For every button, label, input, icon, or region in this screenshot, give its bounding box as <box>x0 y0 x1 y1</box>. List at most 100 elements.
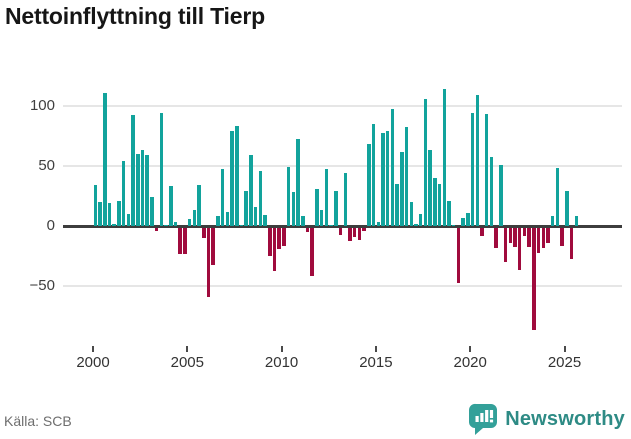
bar-2000-q90 <box>517 227 522 270</box>
bar-2000-q29 <box>230 130 234 226</box>
bar-2000-q9 <box>136 153 140 226</box>
bar-2000-q4 <box>112 223 116 226</box>
gridline-100 <box>63 104 622 107</box>
bar-2000-q55 <box>352 227 357 238</box>
bar-2000-q80 <box>470 112 475 226</box>
bar-2000-q37 <box>268 227 272 257</box>
bar-2000-q84 <box>489 157 494 226</box>
x-tick-2010 <box>280 346 283 352</box>
bar-2000-q21 <box>192 210 197 226</box>
bar-2000-q97 <box>550 216 555 226</box>
y-tick-label--50: −50 <box>29 277 55 295</box>
bar-2000-q63 <box>390 109 395 226</box>
bar-2000-q12 <box>150 197 154 226</box>
bar-2000-q89 <box>513 227 517 247</box>
bar-2000-q95 <box>541 227 546 248</box>
bar-2000-q31 <box>239 224 244 226</box>
bar-2000-q28 <box>225 211 230 226</box>
bar-2000-q57 <box>362 227 366 232</box>
bar-2000-q85 <box>494 227 498 248</box>
bar-2000-q22 <box>197 185 201 226</box>
bar-2000-q66 <box>404 127 409 226</box>
bar-2000-q101 <box>569 227 574 259</box>
bar-2000-q30 <box>235 125 239 226</box>
bar-2000-q41 <box>286 166 291 226</box>
bar-2000-q62 <box>385 130 390 226</box>
bar-2000-q3 <box>107 203 112 226</box>
bar-2000-q98 <box>555 168 560 226</box>
bar-2000-q92 <box>527 227 531 247</box>
bar-2000-q19 <box>183 227 187 254</box>
bar-2000-q35 <box>258 170 263 226</box>
bar-2000-q6 <box>121 160 126 226</box>
bar-2000-q75 <box>447 200 451 226</box>
bar-2000-q61 <box>381 133 385 226</box>
y-tick-label-50: 50 <box>38 156 55 174</box>
bar-2000-q54 <box>348 227 352 241</box>
bar-2000-q82 <box>480 227 484 236</box>
bar-2000-q48 <box>319 210 324 226</box>
y-tick-label-100: 100 <box>29 96 55 114</box>
gridline-50 <box>63 164 622 167</box>
bar-2000-q102 <box>574 216 579 226</box>
bar-2000-q2 <box>103 93 107 226</box>
bar-2000-q99 <box>560 227 564 246</box>
x-tick-label-2015: 2015 <box>359 354 393 371</box>
x-tick-2020 <box>469 346 472 352</box>
bar-2000-q33 <box>249 154 253 226</box>
bar-2000-q83 <box>484 113 489 226</box>
bar-2000-q86 <box>499 164 503 226</box>
bar-2000-q23 <box>202 227 206 239</box>
bar-2000-q56 <box>357 227 362 240</box>
bar-2000-q64 <box>395 183 399 226</box>
bar-2000-q58 <box>367 144 371 226</box>
bar-2000-q15 <box>164 224 168 226</box>
bar-2000-q50 <box>329 224 333 226</box>
x-tick-2015 <box>374 346 377 352</box>
bar-2000-q39 <box>277 227 281 250</box>
bar-2000-q16 <box>169 186 173 226</box>
bar-2000-q70 <box>423 99 428 226</box>
bar-2000-q45 <box>305 227 310 233</box>
bar-2000-q13 <box>154 227 159 232</box>
x-tick-2000 <box>92 346 94 352</box>
bar-2000-q20 <box>187 218 192 226</box>
bar-2000-q47 <box>315 188 319 226</box>
bar-2000-q93 <box>532 227 536 330</box>
bar-2000-q38 <box>272 227 277 271</box>
bar-2000-q68 <box>414 223 418 226</box>
bar-2000-q8 <box>131 115 135 226</box>
page-title: Nettoinflyttning till Tierp <box>5 3 265 29</box>
bar-2000-q71 <box>428 150 432 226</box>
bar-2000-q76 <box>451 224 456 226</box>
bar-2000-q5 <box>117 200 121 226</box>
bar-2000-q52 <box>338 227 343 235</box>
bar-2000-q46 <box>310 227 314 276</box>
bar-2000-q11 <box>145 154 149 226</box>
x-tick-label-2000: 2000 <box>76 354 110 371</box>
bar-2000-q32 <box>244 191 248 226</box>
newsworthy-logo-text: Newsworthy <box>505 407 625 430</box>
bar-2000-q44 <box>301 216 305 226</box>
x-tick-label-2005: 2005 <box>170 354 204 371</box>
bar-2000-q25 <box>211 227 215 265</box>
bar-2000-q79 <box>466 212 470 226</box>
x-tick-label-2025: 2025 <box>547 354 582 371</box>
bar-2000-q40 <box>282 227 286 246</box>
bar-2000-q43 <box>296 139 300 226</box>
bar-2000-q53 <box>343 172 347 226</box>
bar-2000-q67 <box>409 201 413 226</box>
bar-2000-q49 <box>324 169 329 226</box>
bar-2000-q60 <box>376 222 380 226</box>
source-caption: Källa: SCB <box>4 413 72 429</box>
bar-2000-q0 <box>93 185 98 226</box>
bar-2000-q77 <box>456 227 461 283</box>
bar-2000-q14 <box>159 112 164 226</box>
bar-2000-q72 <box>433 177 437 226</box>
x-tick-2005 <box>186 346 189 352</box>
x-tick-label-2010: 2010 <box>264 354 299 371</box>
newsworthy-logo[interactable]: Newsworthy <box>469 402 625 436</box>
bar-2000-q10 <box>140 150 145 226</box>
bar-2000-q42 <box>291 192 296 226</box>
